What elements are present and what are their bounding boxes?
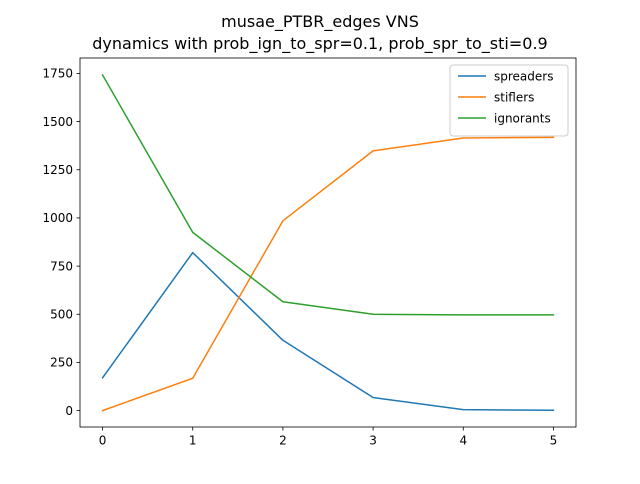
x-tick-label: 2 [279,434,287,448]
x-tick-label: 4 [459,434,467,448]
x-tick-label: 1 [189,434,197,448]
series-line-ignorants [101,73,555,316]
x-tick-label: 3 [369,434,377,448]
series-line-stiflers [101,136,555,412]
legend: spreaders stiflers ignorants [449,64,569,137]
legend-label-ignorants: ignorants [494,112,551,126]
chart-subtitle: dynamics with prob_ign_to_spr=0.1, prob_… [92,34,547,54]
x-tick-label: 0 [99,434,107,448]
x-tick-label: 5 [550,434,558,448]
chart-title: musae_PTBR_edges VNS [221,12,419,32]
y-tick-label: 250 [50,356,73,370]
y-tick-label: 1250 [42,163,73,177]
plot-area: 0 1 2 3 4 5 0 250 500 750 1000 1250 1500 1750 [42,57,577,448]
legend-label-stiflers: stiflers [494,91,534,105]
y-tick-label: 500 [50,308,73,322]
axes-frame [79,57,577,428]
series-line-spreaders [101,251,555,411]
y-tick-label: 1750 [42,67,73,81]
y-tick-label: 1000 [42,211,73,225]
legend-label-spreaders: spreaders [494,70,553,84]
y-tick-label: 0 [65,404,73,418]
y-tick-label: 1500 [42,115,73,129]
y-tick-label: 750 [50,259,73,273]
